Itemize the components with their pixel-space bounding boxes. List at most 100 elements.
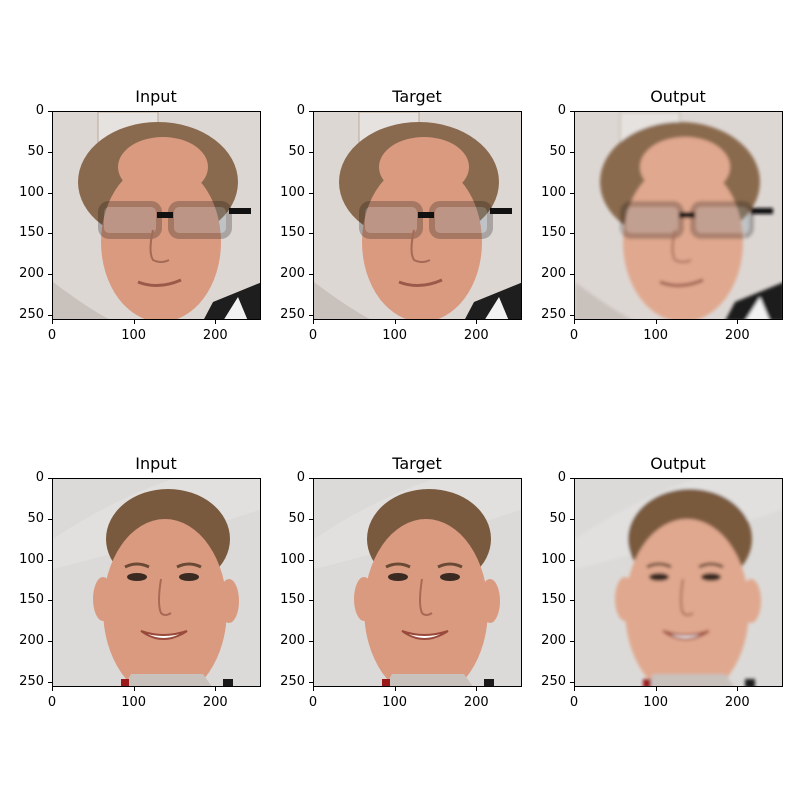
x-tick-mark bbox=[133, 320, 135, 324]
panel-title: Output bbox=[650, 87, 706, 106]
y-tick-mark bbox=[309, 151, 313, 153]
face-image bbox=[574, 111, 783, 320]
y-tick-mark bbox=[570, 233, 574, 235]
y-tick-label: 50 bbox=[27, 510, 44, 526]
x-tick-mark bbox=[394, 320, 396, 324]
y-tick-label: 250 bbox=[280, 674, 305, 690]
y-tick-mark bbox=[48, 478, 52, 479]
x-tick-mark bbox=[313, 687, 314, 691]
x-tick-label: 100 bbox=[121, 328, 147, 343]
y-tick-label: 150 bbox=[541, 225, 566, 241]
y-tick-mark bbox=[570, 559, 574, 561]
x-tick-mark bbox=[52, 320, 53, 324]
y-tick-label: 100 bbox=[19, 184, 44, 200]
y-tick-label: 150 bbox=[19, 225, 44, 241]
x-tick-label: 0 bbox=[569, 328, 579, 343]
y-tick-mark bbox=[48, 192, 52, 194]
panel-title: Output bbox=[650, 454, 706, 473]
y-tick-mark bbox=[309, 192, 313, 194]
y-tick-label: 0 bbox=[35, 470, 44, 485]
x-tick-mark bbox=[313, 320, 314, 324]
x-tick-label: 200 bbox=[202, 695, 228, 710]
x-tick-label: 100 bbox=[643, 695, 669, 710]
y-tick-label: 200 bbox=[280, 266, 305, 282]
y-tick-label: 150 bbox=[280, 225, 305, 241]
x-tick-mark bbox=[574, 320, 575, 324]
panel-title: Input bbox=[135, 87, 177, 106]
x-tick-label: 200 bbox=[724, 695, 750, 710]
x-tick-label: 0 bbox=[47, 695, 57, 710]
y-tick-mark bbox=[570, 600, 574, 602]
x-tick-mark bbox=[574, 687, 575, 691]
y-tick-label: 200 bbox=[19, 633, 44, 649]
y-tick-label: 250 bbox=[541, 674, 566, 690]
x-tick-label: 100 bbox=[382, 328, 408, 343]
x-tick-mark bbox=[215, 687, 217, 691]
y-tick-label: 150 bbox=[19, 592, 44, 608]
x-tick-mark bbox=[737, 687, 739, 691]
y-tick-label: 100 bbox=[19, 551, 44, 567]
x-tick-label: 100 bbox=[382, 695, 408, 710]
x-tick-mark bbox=[215, 320, 217, 324]
x-tick-mark bbox=[476, 687, 478, 691]
y-tick-mark bbox=[48, 682, 52, 684]
y-tick-mark bbox=[48, 641, 52, 643]
y-tick-mark bbox=[309, 233, 313, 235]
y-tick-mark bbox=[48, 151, 52, 153]
y-tick-mark bbox=[309, 315, 313, 317]
x-tick-mark bbox=[476, 320, 478, 324]
y-tick-mark bbox=[570, 518, 574, 520]
y-tick-label: 250 bbox=[541, 307, 566, 323]
y-tick-label: 50 bbox=[27, 143, 44, 159]
x-tick-mark bbox=[655, 320, 657, 324]
x-tick-label: 100 bbox=[121, 695, 147, 710]
panel-title: Target bbox=[392, 87, 442, 106]
x-tick-mark bbox=[394, 687, 396, 691]
y-tick-mark bbox=[48, 559, 52, 561]
y-tick-mark bbox=[309, 111, 313, 112]
y-tick-label: 100 bbox=[280, 551, 305, 567]
y-tick-mark bbox=[309, 478, 313, 479]
x-tick-mark bbox=[655, 687, 657, 691]
x-tick-mark bbox=[52, 687, 53, 691]
y-tick-mark bbox=[309, 559, 313, 561]
y-tick-mark bbox=[570, 111, 574, 112]
y-tick-mark bbox=[48, 274, 52, 276]
y-tick-mark bbox=[570, 315, 574, 317]
panel-title: Input bbox=[135, 454, 177, 473]
y-tick-label: 200 bbox=[19, 266, 44, 282]
y-tick-label: 0 bbox=[557, 103, 566, 118]
y-tick-label: 0 bbox=[296, 103, 305, 118]
y-tick-label: 100 bbox=[541, 551, 566, 567]
y-tick-label: 200 bbox=[541, 266, 566, 282]
y-tick-mark bbox=[570, 192, 574, 194]
y-tick-mark bbox=[570, 151, 574, 153]
y-tick-label: 150 bbox=[280, 592, 305, 608]
y-tick-label: 100 bbox=[280, 184, 305, 200]
face-image bbox=[313, 111, 522, 320]
x-tick-label: 200 bbox=[463, 328, 489, 343]
face-image bbox=[52, 111, 261, 320]
y-tick-label: 250 bbox=[19, 674, 44, 690]
y-tick-label: 50 bbox=[549, 143, 566, 159]
y-tick-label: 100 bbox=[541, 184, 566, 200]
y-tick-label: 0 bbox=[557, 470, 566, 485]
y-tick-mark bbox=[48, 111, 52, 112]
y-tick-label: 250 bbox=[280, 307, 305, 323]
y-tick-mark bbox=[48, 315, 52, 317]
face-image bbox=[52, 478, 261, 687]
y-tick-mark bbox=[570, 682, 574, 684]
x-tick-label: 100 bbox=[643, 328, 669, 343]
x-tick-label: 0 bbox=[308, 695, 318, 710]
y-tick-mark bbox=[570, 478, 574, 479]
y-tick-mark bbox=[309, 518, 313, 520]
y-tick-mark bbox=[48, 600, 52, 602]
x-tick-label: 0 bbox=[308, 328, 318, 343]
y-tick-label: 0 bbox=[35, 103, 44, 118]
y-tick-mark bbox=[570, 641, 574, 643]
y-tick-mark bbox=[570, 274, 574, 276]
y-tick-label: 200 bbox=[280, 633, 305, 649]
y-tick-label: 250 bbox=[19, 307, 44, 323]
y-tick-mark bbox=[309, 682, 313, 684]
x-tick-label: 200 bbox=[463, 695, 489, 710]
